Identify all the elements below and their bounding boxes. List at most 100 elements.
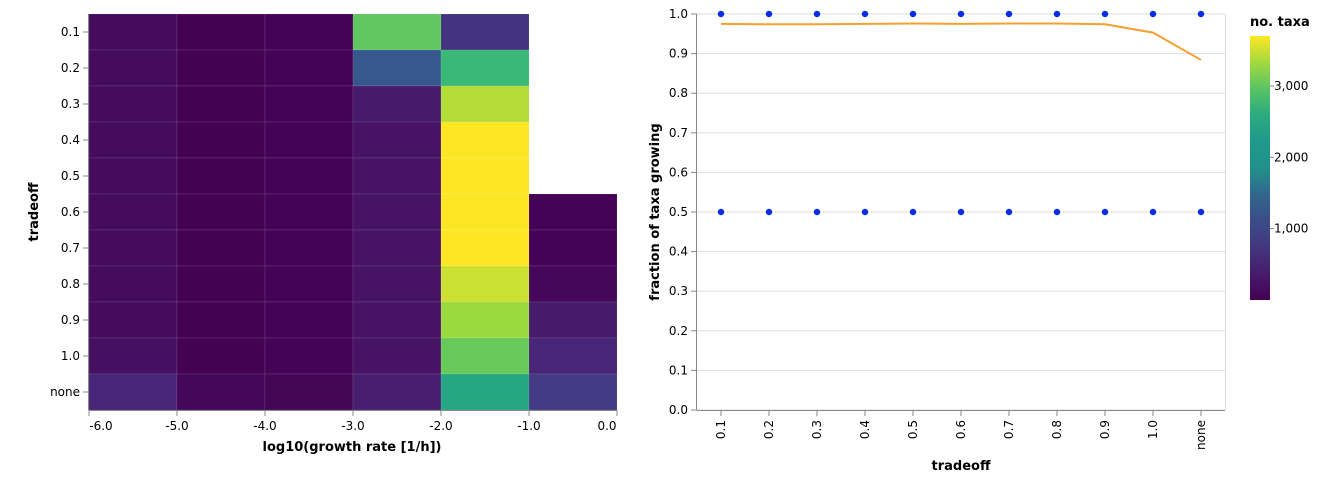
scatter-point bbox=[1197, 10, 1205, 18]
scatter-point bbox=[957, 10, 965, 18]
heatmap-cell bbox=[264, 337, 354, 375]
line-y-tick-label: 0.0 bbox=[669, 403, 688, 417]
line-x-tick-label: 0.9 bbox=[1098, 420, 1112, 439]
heatmap-cell bbox=[528, 301, 618, 339]
scatter-point bbox=[861, 10, 869, 18]
heatmap-cell bbox=[88, 229, 178, 267]
heatmap-y-axis-title: tradeoff bbox=[27, 182, 42, 241]
scatter-point bbox=[909, 10, 917, 18]
heatmap-cell bbox=[88, 85, 178, 123]
heatmap-cell bbox=[352, 337, 442, 375]
heatmap-cell bbox=[176, 337, 266, 375]
heatmap-cell bbox=[264, 13, 354, 51]
legend-tick-label: 3,000 bbox=[1274, 79, 1308, 93]
heatmap-x-axis-title: log10(growth rate [1/h]) bbox=[263, 440, 442, 455]
scatter-point bbox=[1005, 208, 1013, 216]
heatmap-cell bbox=[264, 121, 354, 159]
heatmap-cell bbox=[352, 157, 442, 195]
heatmap-cell bbox=[264, 229, 354, 267]
heatmap-cell bbox=[176, 13, 266, 51]
scatter-point bbox=[717, 208, 725, 216]
heatmap-y-tick-label: none bbox=[50, 385, 80, 399]
heatmap-cell bbox=[88, 49, 178, 87]
heatmap-cell bbox=[440, 85, 530, 123]
scatter-point bbox=[909, 208, 917, 216]
heatmap-cell bbox=[528, 337, 618, 375]
heatmap-cell bbox=[264, 373, 354, 411]
heatmap-cell bbox=[176, 157, 266, 195]
heatmap-cell bbox=[176, 85, 266, 123]
heatmap-cell bbox=[352, 301, 442, 339]
line-x-tick-label: 0.2 bbox=[762, 420, 776, 439]
heatmap-cell bbox=[440, 121, 530, 159]
line-y-tick-label: 1.0 bbox=[669, 7, 688, 21]
line-x-tick-label: 0.1 bbox=[714, 420, 728, 439]
legend-color-bar bbox=[1250, 36, 1270, 300]
heatmap-x-tick-label: 0.0 bbox=[597, 419, 616, 433]
scatter-point bbox=[1149, 208, 1157, 216]
heatmap-cell bbox=[528, 193, 618, 231]
heatmap-cell bbox=[176, 49, 266, 87]
line-y-tick-label: 0.2 bbox=[669, 324, 688, 338]
heatmap-y-tick-label: 0.5 bbox=[61, 169, 80, 183]
line-y-tick-label: 0.3 bbox=[669, 284, 688, 298]
scatter-point bbox=[813, 10, 821, 18]
heatmap-cell bbox=[88, 157, 178, 195]
heatmap-x-tick-label: -2.0 bbox=[429, 419, 452, 433]
heatmap-cell bbox=[88, 13, 178, 51]
heatmap-x-tick-label: -6.0 bbox=[89, 419, 112, 433]
scatter-point bbox=[1101, 10, 1109, 18]
heatmap-cell bbox=[440, 373, 530, 411]
line-x-tick-label: 0.7 bbox=[1002, 420, 1016, 439]
scatter-point bbox=[813, 208, 821, 216]
heatmap-cell bbox=[352, 229, 442, 267]
line-y-tick-label: 0.7 bbox=[669, 126, 688, 140]
heatmap-cell bbox=[528, 373, 618, 411]
heatmap-cell bbox=[176, 121, 266, 159]
line-x-tick-label: 1.0 bbox=[1146, 420, 1160, 439]
line-y-tick-label: 0.5 bbox=[669, 205, 688, 219]
heatmap-cell bbox=[88, 337, 178, 375]
heatmap-cell bbox=[352, 85, 442, 123]
line-scatter-chart: 0.0 0.1 0.2 0.3 0.4 0.5 0.6 0.7 0.8 0.9 1.0 0.1 0.2… bbox=[648, 7, 1226, 474]
scatter-point bbox=[1101, 208, 1109, 216]
heatmap-y-tick-label: 0.2 bbox=[61, 61, 80, 75]
heatmap-y-tick-label: 0.4 bbox=[61, 133, 80, 147]
legend-tick-label: 1,000 bbox=[1274, 222, 1308, 236]
line-y-tick-label: 0.4 bbox=[669, 245, 688, 259]
scatter-point bbox=[1053, 10, 1061, 18]
line-y-axis-title: fraction of taxa growing bbox=[648, 123, 663, 300]
heatmap-cell bbox=[88, 121, 178, 159]
heatmap-cell bbox=[440, 301, 530, 339]
heatmap-cell bbox=[440, 229, 530, 267]
heatmap-chart: 0.1 0.2 0.3 0.4 0.5 0.6 0.7 0.8 0.9 1.0 none -6.0 -… bbox=[27, 13, 618, 455]
heatmap-cell bbox=[352, 49, 442, 87]
heatmap-cell bbox=[264, 193, 354, 231]
line-x-tick-label: 0.3 bbox=[810, 420, 824, 439]
heatmap-cell bbox=[352, 121, 442, 159]
line-y-tick-label: 0.6 bbox=[669, 165, 688, 179]
heatmap-cell bbox=[440, 337, 530, 375]
line-y-tick-label: 0.1 bbox=[669, 363, 688, 377]
heatmap-y-tick-label: 0.9 bbox=[61, 313, 80, 327]
line-x-tick-label: 0.8 bbox=[1050, 420, 1064, 439]
heatmap-x-tick-label: -4.0 bbox=[253, 419, 276, 433]
heatmap-y-tick-label: 0.6 bbox=[61, 205, 80, 219]
scatter-point bbox=[765, 10, 773, 18]
scatter-point bbox=[717, 10, 725, 18]
line-x-tick-label: none bbox=[1194, 420, 1208, 450]
heatmap-cell bbox=[528, 229, 618, 267]
heatmap-y-tick-label: 0.7 bbox=[61, 241, 80, 255]
heatmap-cell bbox=[176, 193, 266, 231]
heatmap-x-tick-label: -3.0 bbox=[341, 419, 364, 433]
heatmap-cell bbox=[176, 265, 266, 303]
heatmap-cell bbox=[440, 157, 530, 195]
line-x-tick-label: 0.6 bbox=[954, 420, 968, 439]
heatmap-cell bbox=[440, 193, 530, 231]
heatmap-cell bbox=[176, 373, 266, 411]
heatmap-y-tick-label: 0.8 bbox=[61, 277, 80, 291]
heatmap-cell bbox=[264, 85, 354, 123]
scatter-point bbox=[861, 208, 869, 216]
heatmap-x-tick-label: -5.0 bbox=[165, 419, 188, 433]
